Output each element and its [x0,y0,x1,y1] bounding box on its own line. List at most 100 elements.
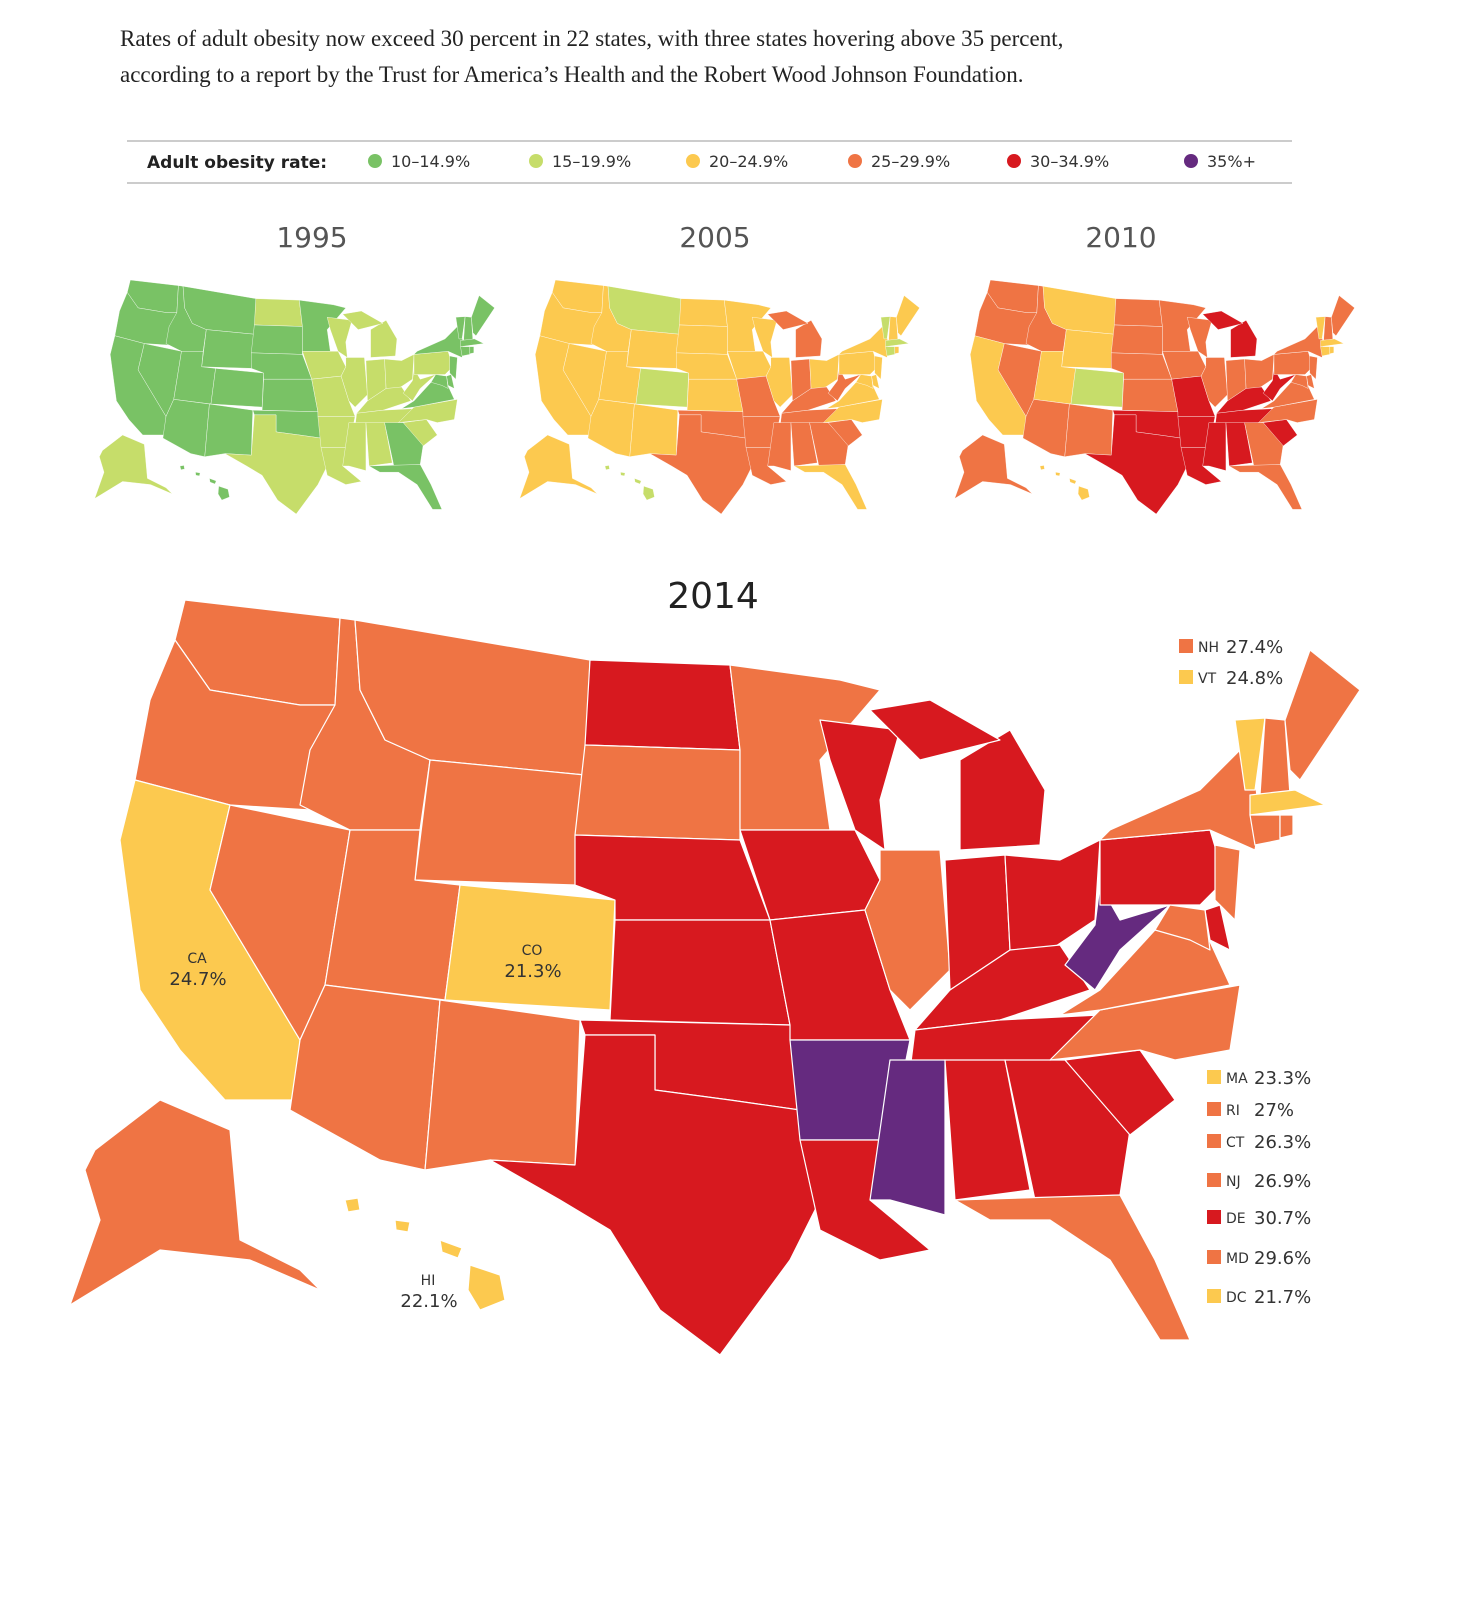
legend-dot [368,154,382,168]
state [1084,414,1188,515]
state [604,465,655,501]
state-value: 22.1% [400,1291,457,1312]
state [1225,422,1253,467]
callout-swatch [1207,1134,1221,1148]
state [885,346,895,357]
state [1249,814,1281,846]
state [676,324,728,355]
legend-dot [686,154,700,168]
legend-label: 10–14.9% [391,152,470,171]
state [1064,884,1171,991]
state [489,1034,821,1356]
state [204,403,253,457]
state [954,434,1033,499]
state [1228,464,1303,510]
state [629,403,678,457]
state [790,422,818,467]
callout-swatch [1207,1250,1221,1264]
state [261,379,319,412]
map-title: 1995 [276,221,347,254]
state [679,298,728,327]
state [460,338,484,347]
legend-dot [1007,154,1021,168]
state [1262,368,1296,402]
state [224,414,328,515]
state [724,299,771,352]
state-value: 30.7% [1254,1208,1311,1229]
state [210,368,264,408]
intro-line: Rates of adult obesity now exceed 30 per… [120,26,1063,51]
state [370,320,398,358]
legend: 10–14.9% 15–19.9% 20–24.9% 25–29.9% 30–34.9%… [368,152,1256,171]
state [1039,465,1090,501]
state [1306,374,1315,389]
state [855,374,874,389]
state-code: CT [1226,1135,1245,1151]
us-map [954,279,1355,515]
state [838,351,878,375]
state [869,1059,946,1216]
state [1099,829,1226,906]
state-value: 29.6% [1254,1248,1311,1269]
legend-title: Adult obesity rate: [147,153,327,173]
state-code: HI [421,1273,436,1289]
state [1234,717,1266,791]
state [1315,316,1326,340]
us-map [94,279,495,515]
state [368,464,443,510]
intro-line: according to a report by the Trust for A… [120,62,1024,87]
state [885,338,909,347]
legend-label: 35%+ [1207,152,1256,171]
state [1320,338,1344,347]
state [289,984,441,1171]
state [446,374,455,389]
state [344,1197,506,1311]
state [1111,324,1163,355]
state [1004,839,1101,951]
state [1284,649,1361,781]
map-title: 2010 [1085,221,1156,254]
callout-swatch [1207,1102,1221,1116]
state [162,399,210,457]
state [827,368,861,402]
state [455,316,466,340]
state [574,744,741,841]
state [809,354,840,389]
legend-dot [848,154,862,168]
state [179,465,230,501]
state [254,298,303,327]
state [765,357,793,408]
state-code: NJ [1226,1174,1241,1190]
callout-swatch [1207,1173,1221,1187]
state [1064,403,1113,457]
state-code: MD [1226,1251,1249,1267]
state [365,422,393,467]
state [767,310,809,330]
state [649,414,753,515]
maps: 1995 2005 2010 2014 CA 24.7% CO 21.3% HI 22.1% NH 2… [69,221,1361,1356]
state [1279,814,1294,839]
state [342,310,384,330]
callout-swatch [1207,1289,1221,1303]
callout-swatch [1207,1210,1221,1224]
state-code: RI [1226,1103,1240,1119]
state [864,849,951,1011]
state-value: 24.7% [169,969,226,990]
state [1070,368,1124,408]
state [424,999,581,1171]
state-value: 21.7% [1254,1287,1311,1308]
state [1331,295,1355,336]
legend-label: 20–24.9% [709,152,788,171]
state [251,324,303,355]
state [299,299,346,352]
state [1329,346,1335,354]
state-code: CA [187,951,207,967]
state [793,464,868,510]
state-value: 26.9% [1254,1171,1311,1192]
state [413,351,453,375]
state-value: 23.3% [1254,1068,1311,1089]
state [635,368,689,408]
state [954,1194,1191,1341]
state [414,759,586,886]
